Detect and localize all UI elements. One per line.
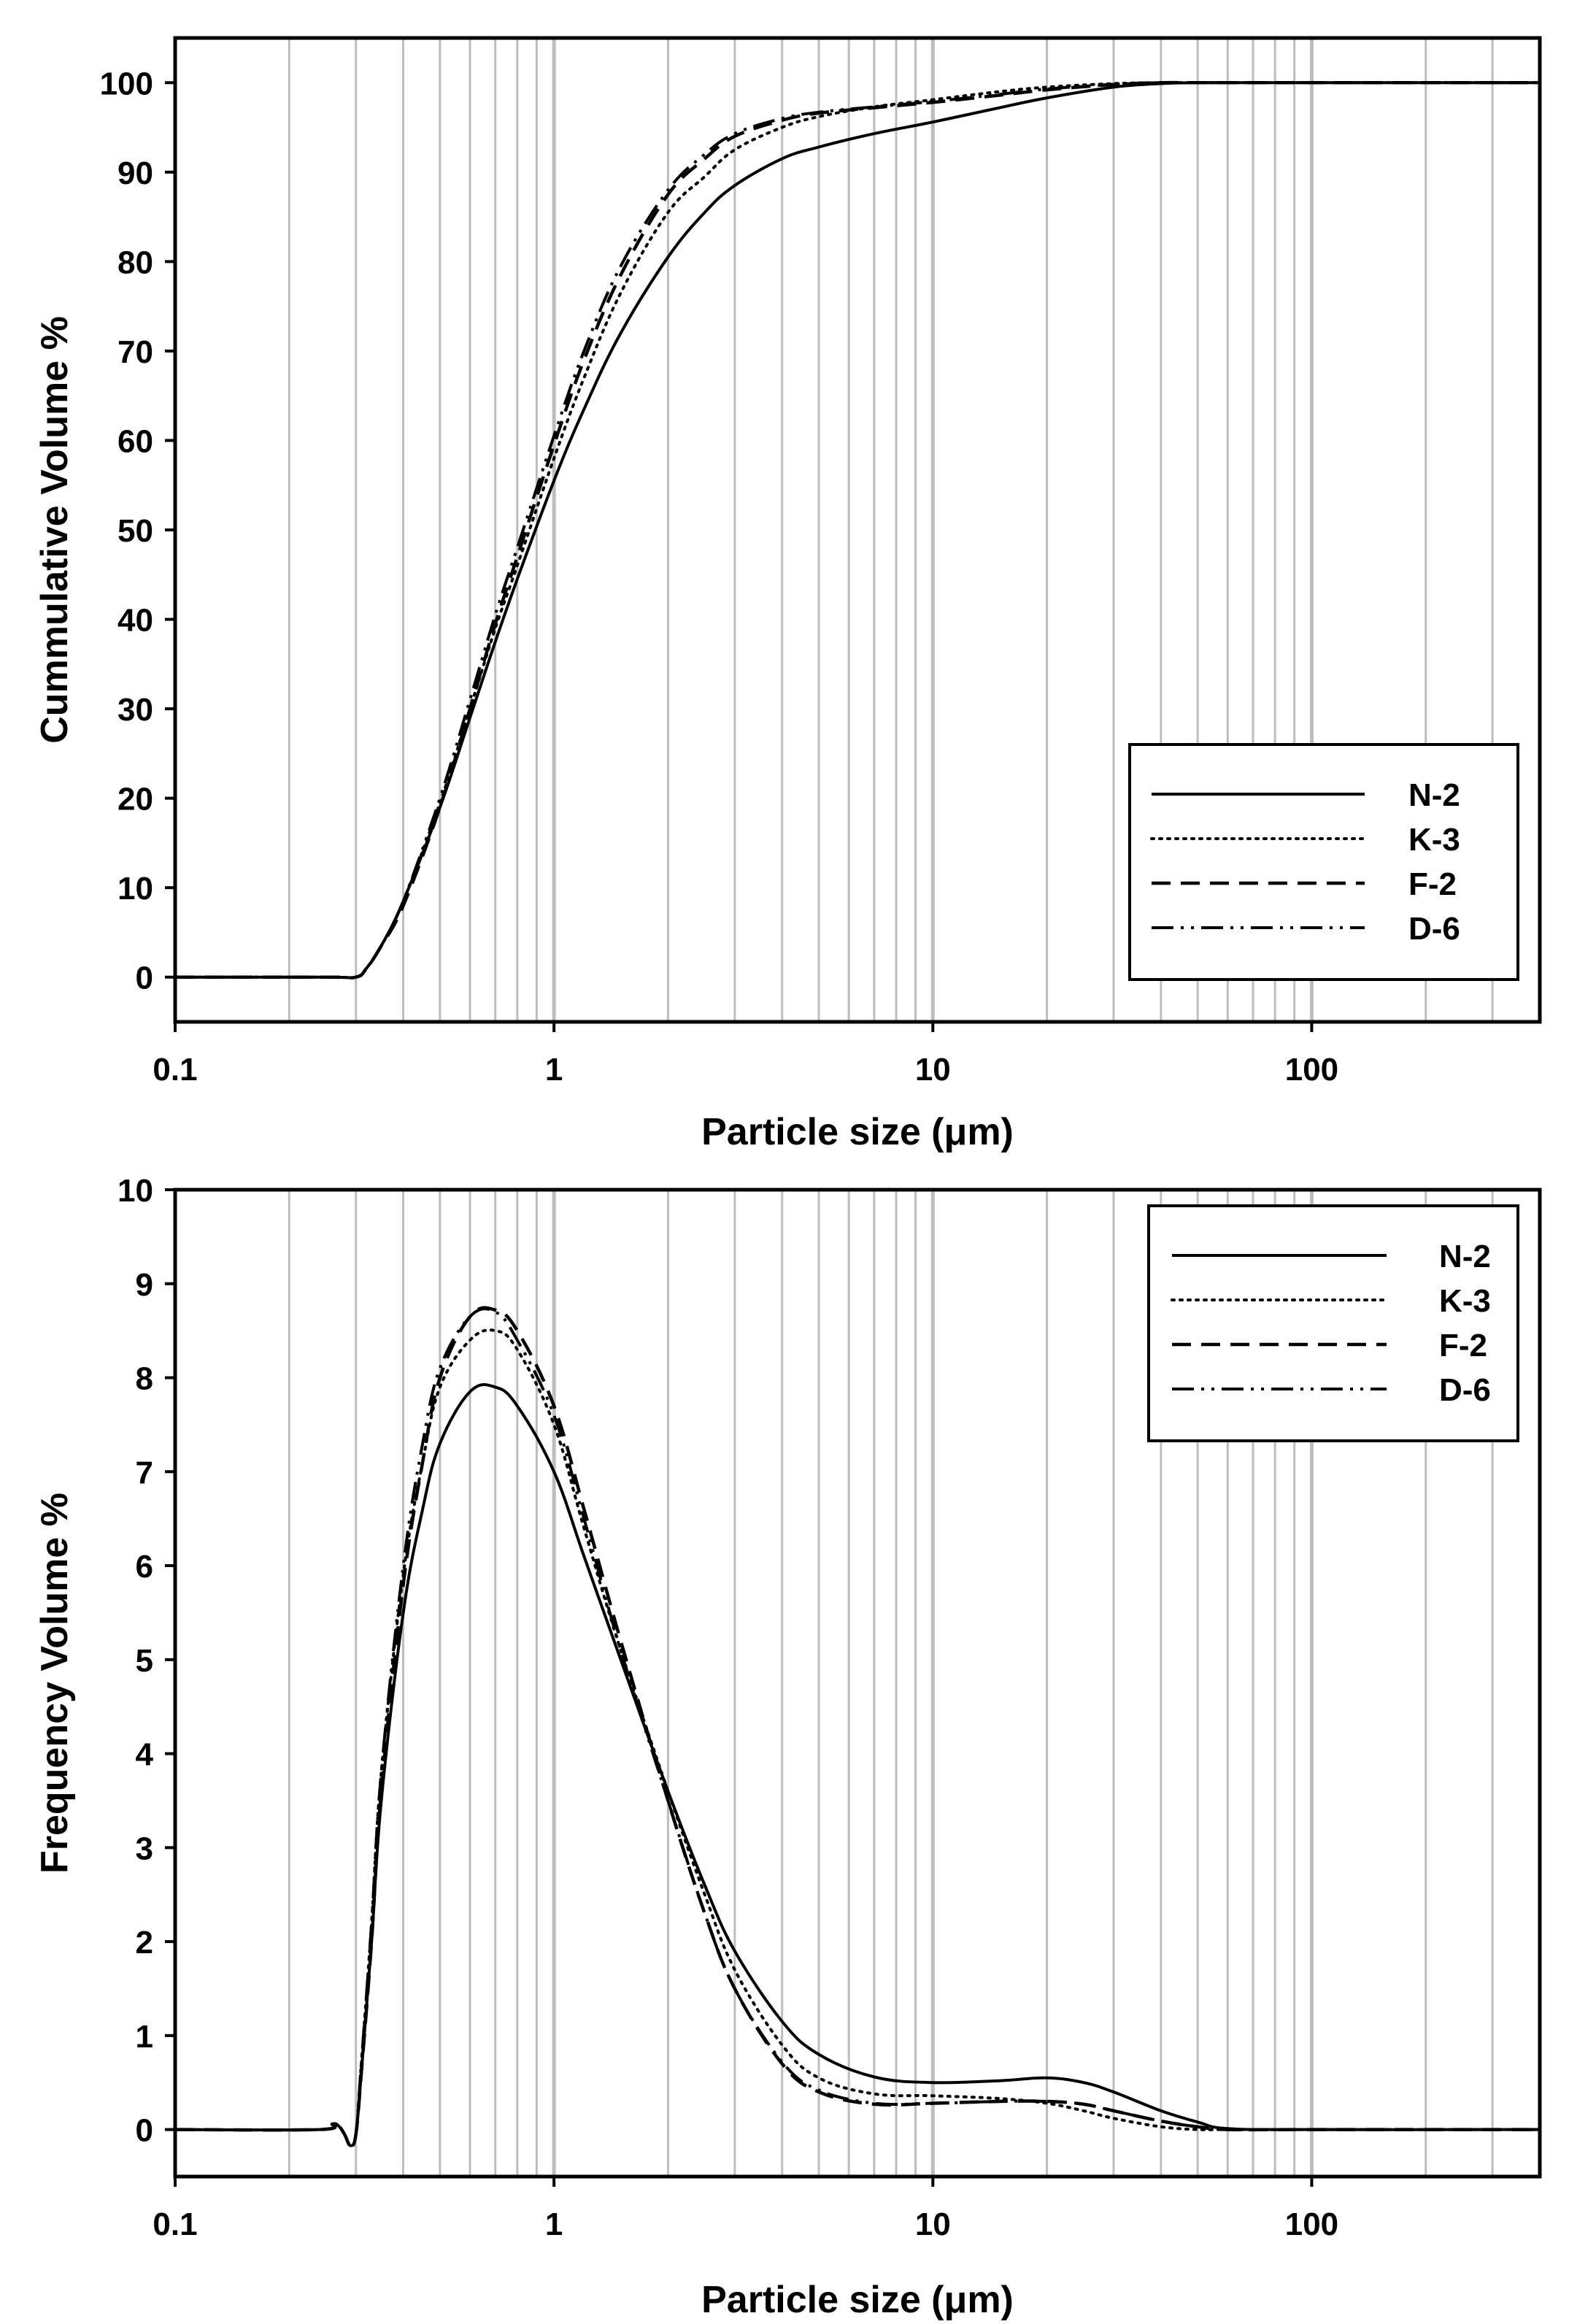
legend-label-n-2: N-2 [1439,1239,1491,1274]
y-tick-label: 1 [136,2019,153,2055]
y-tick-label: 3 [136,1831,153,1866]
x-axis-label: Particle size (μm) [701,1111,1014,1153]
y-tick-label: 90 [117,155,153,191]
series-line-n-2 [175,1383,1540,2147]
plot-frame [173,1188,1542,2179]
y-tick-label: 10 [117,1173,153,1209]
y-tick-label: 4 [136,1737,154,1773]
x-tick-label: 0.1 [153,1052,197,1088]
series-group [175,1306,1540,2147]
x-tick-label: 10 [915,1052,951,1088]
legend-label-f-2: F-2 [1408,866,1457,902]
legend: N-2 K-3 F-2 D-6 [1147,1204,1519,1442]
legend-label-k-3: K-3 [1439,1283,1491,1319]
legend-label-d-6: D-6 [1439,1372,1491,1408]
y-tick-label: 2 [136,1925,153,1961]
y-tick-label: 0 [136,2113,153,2149]
y-tick-label: 10 [117,871,153,907]
x-tick-label: 0.1 [153,2206,197,2242]
y-tick-label: 30 [117,692,153,728]
legend-label-k-3: K-3 [1408,822,1460,858]
legend-box [1128,743,1519,981]
series-line-k-3 [175,81,1540,980]
y-tick-label: 9 [136,1267,153,1303]
legend-label-n-2: N-2 [1408,777,1460,813]
y-tick-label: 60 [117,423,153,459]
y-tick-label: 0 [136,961,153,996]
y-tick-label: 50 [117,513,153,549]
y-tick-label: 70 [117,334,153,370]
y-tick-label: 8 [136,1361,153,1397]
y-tick-label: 80 [117,245,153,280]
series-line-k-3 [175,1328,1540,2147]
x-tick-label: 10 [915,2206,951,2242]
x-tick-label: 100 [1285,2206,1338,2242]
series-line-d-6 [175,1307,1540,2147]
frequency-volume-chart: 0 1 2 3 4 5 6 7 8 9 10 0.1 1 10 100 Particle size (μm) F… [34,1173,1542,2321]
grid-lines [288,1190,1494,2177]
series-line-f-2 [175,80,1540,980]
legend-label-d-6: D-6 [1408,911,1460,947]
x-tick-label: 100 [1285,1052,1338,1088]
cumulative-volume-chart: 0 10 20 30 40 50 60 70 80 90 100 0.1 1 10 100 Particle … [34,36,1542,1153]
legend-label-f-2: F-2 [1439,1328,1487,1363]
legend-box [1147,1204,1519,1442]
y-axis-label: Cummulative Volume % [34,316,76,744]
y-tick-label: 100 [100,66,153,101]
legend: N-2 K-3 F-2 D-6 [1128,743,1519,981]
series-group [175,80,1540,980]
y-tick-label: 6 [136,1549,153,1585]
x-axis-label: Particle size (μm) [701,2279,1014,2321]
y-tick-label: 40 [117,603,153,639]
x-tick-label: 1 [545,1052,563,1088]
y-tick-label: 7 [136,1455,153,1490]
y-tick-label: 5 [136,1643,153,1679]
x-tick-label: 1 [545,2206,563,2242]
y-tick-label: 20 [117,782,153,817]
y-axis-label: Frequency Volume % [34,1493,76,1874]
